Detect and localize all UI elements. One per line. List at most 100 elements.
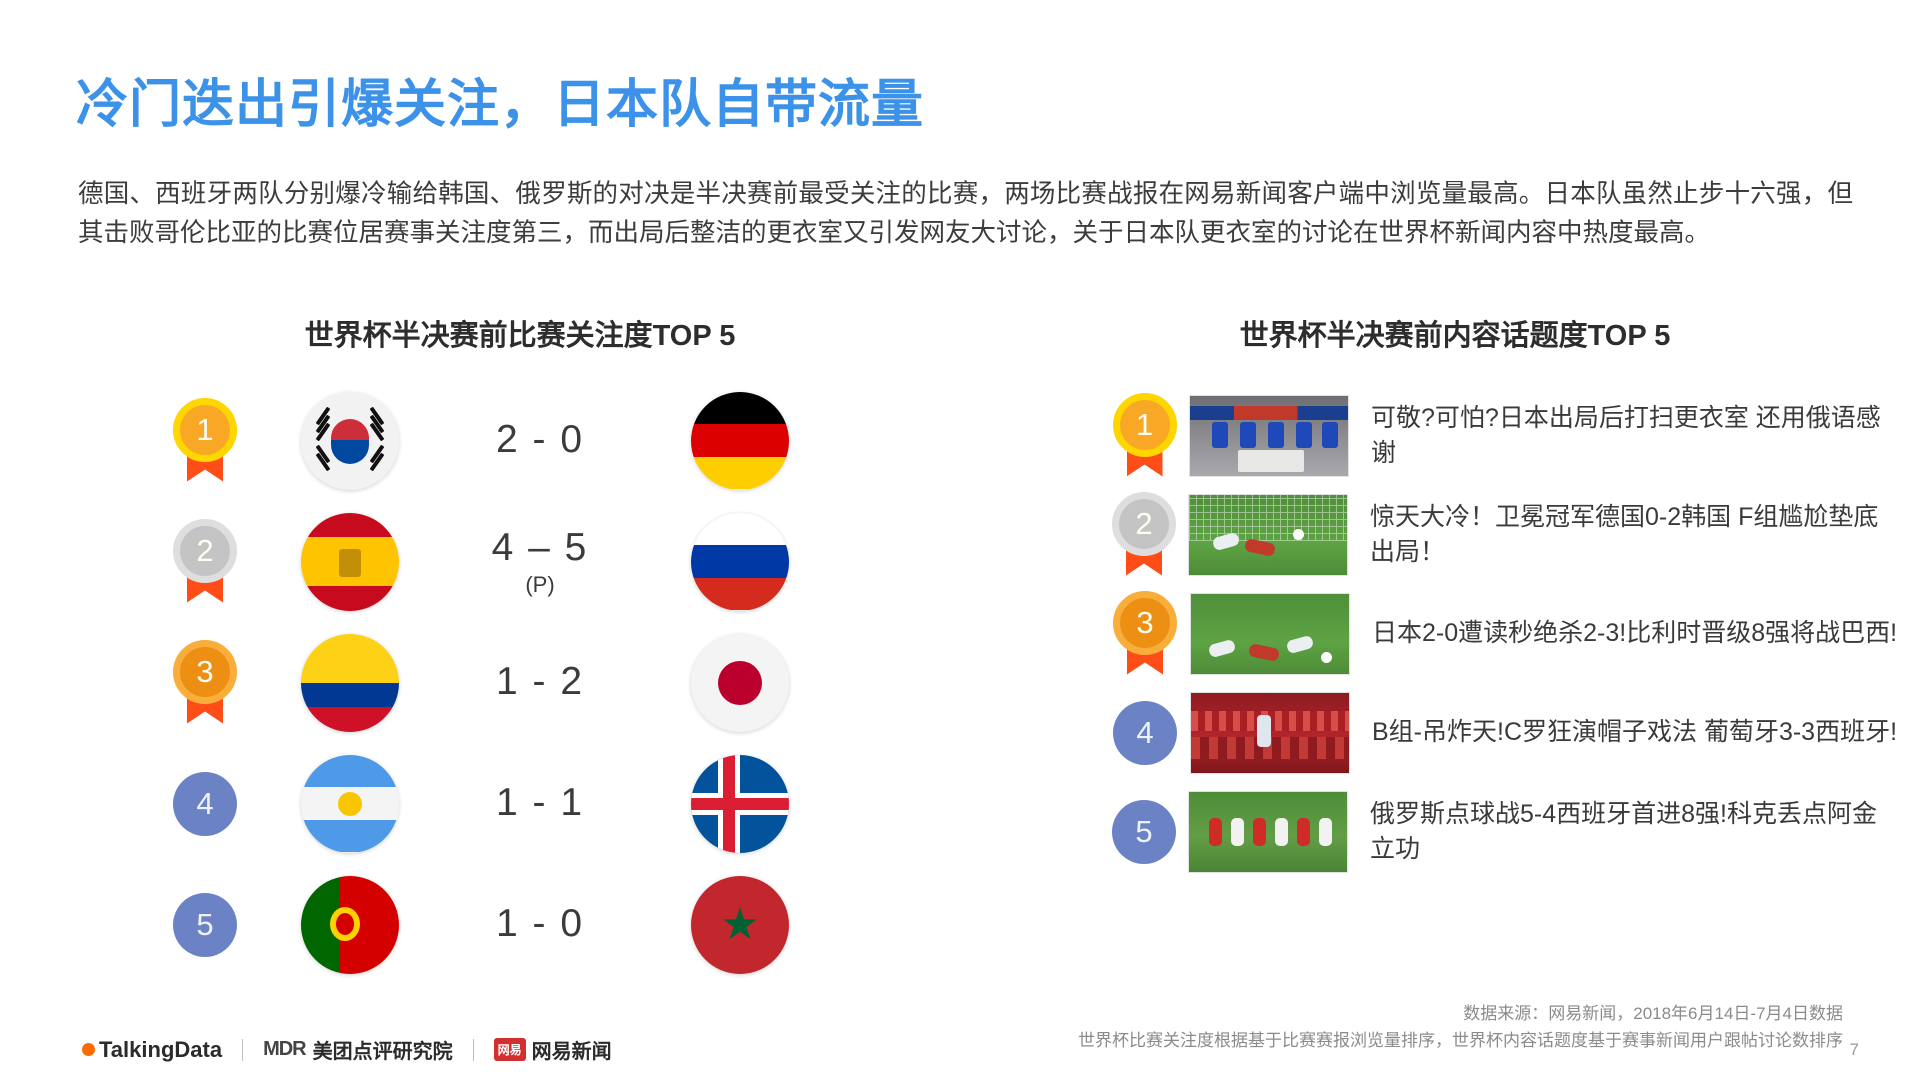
match-score: 1 - 2 [495,659,585,703]
rank-number: 5 [196,906,214,942]
news-row: 5 俄罗斯点球战5-4西班牙首进8强!科克丢点阿金立功 [1100,782,1900,881]
logo-divider [472,1038,474,1061]
score-cell: 4 – 5 (P) [440,526,640,598]
rank-cell: 5 [1100,799,1188,864]
score-cell: 1 - 2 [440,660,640,706]
rank-cell: 2 [150,518,260,605]
rank-cell: 5 [150,892,260,957]
flag-argentina-icon [301,754,399,853]
logo-divider [242,1038,244,1061]
match-score: 4 – 5 [491,525,589,569]
news-thumbnail-goal-save [1188,493,1348,576]
match-score: 1 - 1 [495,780,585,824]
rank-cell: 1 [150,397,260,484]
news-row: 4 B组-吊炸天!C罗狂演帽子戏法 葡萄牙3-3西班牙! [1100,683,1900,782]
team-b-flag-cell [640,633,840,732]
medal-silver-icon: 2 [173,518,237,605]
source-line-1: 数据来源：网易新闻，2018年6月14日-7月4日数据 [1463,1004,1843,1023]
news-thumbnail-players-on-pitch [1190,592,1350,675]
team-b-flag-cell [640,754,840,853]
rank-number: 1 [1112,392,1177,457]
news-row: 3 日本2-0遭读秒绝杀2-3!比利时晋级8强将战巴西! [1100,584,1900,683]
match-score-note: (P) [525,571,555,597]
flag-morocco-icon: ★ [691,875,789,974]
rank-cell: 4 [1100,700,1190,765]
team-a-flag-cell [260,391,440,490]
flag-iceland-icon [691,754,789,853]
team-a-flag-cell [260,875,440,974]
rank-number: 2 [1112,491,1176,556]
team-b-flag-cell [640,391,840,490]
source-note: 数据来源：网易新闻，2018年6月14日-7月4日数据 世界杯比赛关注度根据基于… [1078,1000,1843,1054]
flag-south-korea-icon [301,391,399,490]
logo-meituan-label: 美团点评研究院 [312,1041,453,1063]
rank-badge: 5 [1112,799,1176,864]
score-cell: 1 - 1 [440,781,640,827]
rank-cell: 2 [1100,491,1188,578]
rank-badge: 5 [173,892,237,957]
logo-talkingdata: TalkingData [82,1037,222,1063]
page-number: 7 [1849,1040,1859,1059]
netease-mark-icon: 网易 [493,1038,526,1061]
news-thumbnail-crowd-celebration [1190,691,1350,774]
match-ranking-list: 1 2 - 0 [150,380,890,985]
news-headline[interactable]: 俄罗斯点球战5-4西班牙首进8强!科克丢点阿金立功 [1370,799,1877,863]
flag-japan-icon [691,633,789,732]
intro-paragraph: 德国、西班牙两队分别爆冷输给韩国、俄罗斯的对决是半决赛前最受关注的比赛，两场比赛… [78,180,1853,247]
rank-badge: 4 [1113,700,1177,765]
news-headline[interactable]: B组-吊炸天!C罗狂演帽子戏法 葡萄牙3-3西班牙! [1372,718,1898,746]
rank-cell: 3 [1100,590,1190,677]
left-section-heading: 世界杯半决赛前比赛关注度TOP 5 [304,320,736,352]
source-line-2: 世界杯比赛关注度根据基于比赛赛报浏览量排序，世界杯内容话题度基于赛事新闻用户跟帖… [1078,1031,1843,1050]
logo-talkingdata-label: TalkingData [99,1036,223,1062]
medal-bronze-icon: 3 [173,639,237,726]
right-section-heading: 世界杯半决赛前内容话题度TOP 5 [1239,320,1671,352]
flag-portugal-icon [301,875,399,974]
rank-number: 1 [173,397,237,462]
rank-number: 3 [1113,590,1177,655]
news-headline[interactable]: 惊天大冷！卫冕冠军德国0-2韩国 F组尴尬垫底出局！ [1370,502,1879,566]
news-ranking-list: 1 可敬?可怕?日本出局后打扫更衣室 还用俄语感谢 2 [1100,386,1900,881]
match-score: 2 - 0 [495,417,585,461]
logo-netease-label: 网易新闻 [531,1041,612,1063]
medal-silver-icon: 2 [1112,491,1176,578]
score-cell: 2 - 0 [440,418,640,464]
rank-number: 5 [1135,813,1153,849]
score-cell: 1 - 0 [440,902,640,948]
flag-spain-icon [301,512,399,611]
match-row: 1 2 - 0 [150,380,890,501]
team-b-flag-cell [640,512,840,611]
news-row: 2 惊天大冷！卫冕冠军德国0-2韩国 F组尴尬垫底出局！ [1100,485,1900,584]
rank-cell: 4 [150,771,260,836]
footer-logos: TalkingData MDR 美团点评研究院 网易 网易新闻 [82,1035,612,1064]
flag-russia-icon [691,512,789,611]
news-row: 1 可敬?可怕?日本出局后打扫更衣室 还用俄语感谢 [1100,386,1900,485]
rank-number: 3 [173,639,237,704]
rank-cell: 3 [150,639,260,726]
flag-germany-icon [691,391,789,490]
match-row: 5 1 - 0 ★ [150,864,890,985]
news-headline[interactable]: 日本2-0遭读秒绝杀2-3!比利时晋级8强将战巴西! [1372,619,1898,647]
news-thumbnail-locker-room [1189,394,1350,477]
rank-number: 4 [1136,714,1154,750]
match-row: 4 1 - 1 [150,743,890,864]
talkingdata-dot-icon [82,1043,95,1056]
flag-colombia-icon [301,633,399,732]
rank-number: 2 [173,518,237,583]
match-row: 3 1 - 2 [150,622,890,743]
medal-gold-icon: 1 [173,397,237,484]
news-thumbnail-team-celebration [1188,790,1348,873]
rank-number: 4 [196,785,214,821]
logo-mdr-label: MDR [263,1038,307,1060]
logo-meituan-dianping: MDR 美团点评研究院 [263,1035,453,1064]
rank-cell: 1 [1100,392,1189,479]
team-a-flag-cell [260,754,440,853]
logo-netease-news: 网易 网易新闻 [493,1035,612,1064]
match-score: 1 - 0 [495,901,585,945]
match-row: 2 4 – 5 (P) [150,501,890,622]
rank-badge: 4 [173,771,237,836]
news-headline[interactable]: 可敬?可怕?日本出局后打扫更衣室 还用俄语感谢 [1371,403,1881,467]
page-title: 冷门迭出引爆关注，日本队自带流量 [76,76,925,134]
team-a-flag-cell [260,633,440,732]
